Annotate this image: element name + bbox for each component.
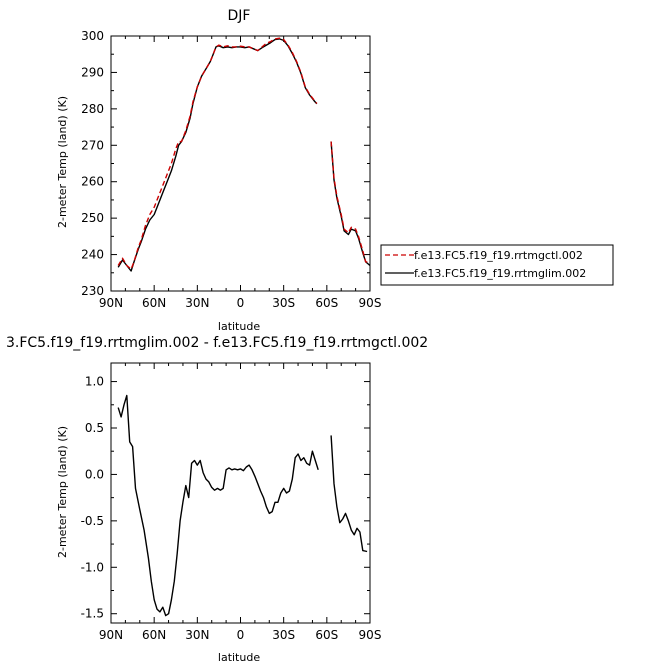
bottom-ytick-label: 1.0 [85,375,104,389]
top-ytick-label: 260 [81,175,104,189]
top-chart: DJF 90N 60N 30N 0 30S 60S 90S 230 240 250 260 270 28… [56,8,381,333]
top-ytick-label: 280 [81,102,104,116]
bottom-xtick-label: 60S [315,628,338,642]
bottom-xtick-label: 60N [142,628,166,642]
bottom-frame [110,362,371,624]
top-series-1-segment-1 [330,141,370,263]
legend-label-lim: f.e13.FC5.f19_f19.rrtmglim.002 [414,267,586,280]
bottom-ytick-label: 0.0 [85,467,104,481]
legend-label-ctl: f.e13.FC5.f19_f19.rrtmgctl.002 [414,249,583,262]
top-xtick-label: 90S [359,296,382,310]
top-xtick-label: 30S [272,296,295,310]
top-xtick-label: 60N [142,296,166,310]
top-series-0-segment-0 [117,38,318,272]
bottom-series-0-segment-1 [330,435,368,553]
bottom-xtick-label: 0 [237,628,245,642]
bottom-chart-xlabel: latitude [218,651,260,664]
bottom-ytick-label: -1.5 [81,607,104,621]
bottom-plot-area: 90N 60N 30N 0 30S 60S 90S -1.5 -1.0 -0.5 0.0 0.5 1.0 [81,362,382,642]
bottom-xtick-label: 30S [272,628,295,642]
top-series-1-segment-0 [117,37,318,270]
top-ytick-label: 290 [81,65,104,79]
top-ytick-label: 250 [81,211,104,225]
top-xtick-label: 60S [315,296,338,310]
bottom-series-0-segment-0 [117,394,319,617]
top-frame [110,35,371,292]
bottom-ytick-label: -0.5 [81,514,104,528]
top-series-0-segment-1 [330,141,371,267]
bottom-ytick-label: -1.0 [81,560,104,574]
top-xtick-label: 90N [99,296,123,310]
top-plot-area: 90N 60N 30N 0 30S 60S 90S 230 240 250 260 270 280 290… [81,29,381,310]
top-ytick-label: 270 [81,138,104,152]
top-chart-title: DJF [228,8,251,24]
bottom-xtick-label: 90S [359,628,382,642]
legend: f.e13.FC5.f19_f19.rrtmgctl.002 f.e13.FC5… [380,244,614,286]
legend-box [380,244,614,286]
bottom-chart-title: 3.FC5.f19_f19.rrtmglim.002 - f.e13.FC5.f… [6,335,428,351]
bottom-xtick-label: 30N [185,628,209,642]
bottom-chart: 3.FC5.f19_f19.rrtmglim.002 - f.e13.FC5.f… [6,335,428,664]
top-chart-ylabel: 2-meter Temp (land) (K) [56,96,69,228]
top-chart-xlabel: latitude [218,320,260,333]
bottom-ytick-label: 0.5 [85,421,104,435]
bottom-xtick-label: 90N [99,628,123,642]
top-ytick-label: 300 [81,29,104,43]
top-xtick-label: 0 [237,296,245,310]
top-xtick-label: 30N [185,296,209,310]
top-ytick-label: 230 [81,284,104,298]
bottom-chart-ylabel: 2-meter Temp (land) (K) [56,426,69,558]
top-ytick-label: 240 [81,248,104,262]
